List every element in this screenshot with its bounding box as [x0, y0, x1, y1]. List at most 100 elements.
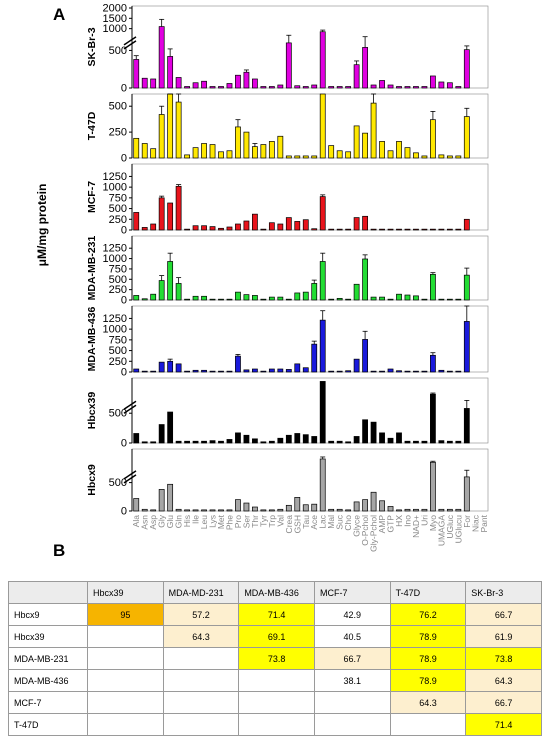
- y-tick-label: 1250: [103, 313, 127, 325]
- y-tick-label: 1000: [103, 324, 127, 336]
- bar-pro: [235, 223, 241, 231]
- bar-leu: [201, 225, 207, 231]
- bar-gln: [175, 101, 182, 159]
- bar-lac: [319, 196, 326, 231]
- bar-ace: [311, 155, 318, 159]
- bar-ugluc: [446, 440, 453, 444]
- axis-break-mark: [123, 40, 137, 50]
- bar-glu: [167, 360, 174, 373]
- bar-ace: [311, 84, 318, 89]
- table-cell: [162, 669, 240, 692]
- bar-ino: [404, 86, 411, 89]
- table-row: MDA-MB-436 38.1 78.9 64.3: [8, 669, 542, 692]
- bar-tyr: [260, 298, 267, 301]
- bar-his: [184, 228, 190, 231]
- bar-o-pchol: [362, 419, 368, 444]
- bar-uri: [421, 508, 428, 512]
- x-tick-label: Pro: [233, 515, 243, 529]
- bar-phe: [226, 509, 233, 512]
- bar-gly-pchol: [370, 491, 377, 512]
- bar-thr: [252, 213, 258, 231]
- y-tick-label: 500: [109, 345, 127, 357]
- bar-lys: [209, 144, 216, 159]
- bar-ace: [311, 283, 318, 301]
- bar-gsh: [294, 292, 301, 301]
- bar-gsh: [294, 221, 301, 231]
- table-cell: 76.2: [389, 603, 467, 626]
- bar-nad-: [413, 295, 419, 301]
- bar-gsh: [294, 363, 301, 373]
- bar-gtp: [387, 228, 394, 231]
- bar-tau: [302, 434, 309, 444]
- bar-gln: [175, 363, 182, 373]
- bar-ugluc: [446, 298, 453, 301]
- bar-ser: [243, 502, 250, 512]
- bar-nad-: [413, 440, 419, 444]
- bar-cho: [345, 509, 352, 512]
- x-tick-label: AMP: [377, 515, 387, 534]
- bar-suc: [336, 440, 343, 444]
- bar-hx: [396, 86, 402, 89]
- bar-mal: [328, 298, 335, 301]
- bar-pro: [235, 355, 241, 373]
- bar-for: [463, 49, 470, 89]
- bar-glyce: [353, 501, 360, 512]
- bar-mal: [328, 86, 335, 89]
- table-cell: 71.4: [238, 603, 315, 626]
- bar-glyce: [353, 217, 360, 231]
- y-tick-label: 0: [121, 438, 127, 450]
- table-cell: 66.7: [465, 603, 542, 626]
- bar-ala: [133, 59, 140, 89]
- bar-lys: [209, 226, 216, 231]
- row-header: T-47D: [8, 713, 88, 736]
- bar-trp: [268, 368, 275, 373]
- bar-umaga: [438, 228, 445, 231]
- y-tick-label: 0: [121, 225, 127, 237]
- x-tick-label: Pant: [479, 514, 489, 532]
- y-tick-label: 250: [109, 214, 127, 226]
- y-tick-label: 250: [109, 127, 127, 139]
- bar-gtp: [387, 150, 394, 159]
- x-tick-label: Suc: [335, 514, 345, 529]
- column-header: [8, 581, 88, 604]
- bar-ile: [192, 147, 199, 159]
- bar-pro: [235, 126, 241, 159]
- x-tick-label: Myo: [428, 515, 438, 531]
- x-tick-label: UGluc: [445, 514, 455, 538]
- bar-asn: [141, 77, 148, 89]
- bar-tyr: [260, 509, 267, 512]
- bar-amp: [379, 80, 385, 89]
- bar-asn: [141, 227, 148, 231]
- table-cell: 42.9: [313, 603, 391, 626]
- bar-amp: [379, 432, 385, 444]
- bar-gly: [158, 114, 165, 159]
- panel-name-hbcx39: Hbcx39: [86, 392, 98, 430]
- bar-mal: [328, 228, 335, 231]
- table-cell: 40.5: [313, 625, 391, 648]
- bar-gtp: [387, 298, 394, 301]
- x-tick-label: Tyr: [258, 515, 268, 527]
- bar-amp: [379, 500, 385, 512]
- row-header: Hbcx9: [8, 603, 88, 626]
- bar-gly-pchol: [370, 370, 377, 373]
- bar-crea: [285, 155, 292, 159]
- y-tick-label: 500: [109, 408, 127, 420]
- row-header: Hbcx39: [8, 625, 88, 648]
- bar-crea: [285, 42, 292, 89]
- bar-asp: [150, 293, 157, 301]
- y-tick-label: 750: [109, 334, 127, 346]
- bar-gly-pchol: [370, 421, 377, 444]
- x-tick-label: Ino: [402, 515, 412, 527]
- bar-uri: [421, 440, 428, 444]
- y-tick-label: 1250: [103, 171, 127, 183]
- bar-ugluc: [446, 508, 453, 512]
- bar-ace: [311, 436, 318, 444]
- axis-break-mark: [123, 470, 137, 480]
- bar-gly-pchol: [370, 102, 377, 159]
- x-tick-label: His: [182, 515, 192, 527]
- table-cell: [238, 713, 315, 736]
- y-tick-label: 0: [121, 506, 127, 518]
- bar-for: [463, 218, 470, 231]
- bar-lac: [319, 93, 326, 159]
